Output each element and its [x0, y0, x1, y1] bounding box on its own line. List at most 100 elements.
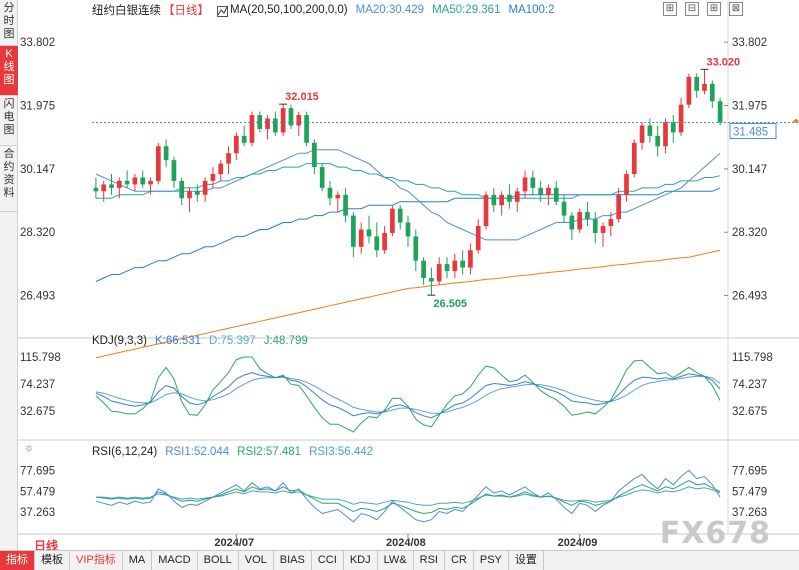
- minimize-icon[interactable]: ⊟: [685, 2, 699, 16]
- rsi2-line: [95, 480, 721, 515]
- tab-k-line-chart[interactable]: K线图: [0, 46, 18, 96]
- tab-lwr[interactable]: LW&: [378, 551, 414, 570]
- candle-body: [647, 125, 653, 136]
- tab-vol[interactable]: VOL: [239, 551, 274, 570]
- tab-macd[interactable]: MACD: [152, 551, 198, 570]
- ma20-value: MA20:30.429: [355, 4, 425, 16]
- kdj-tick-label-left: 115.798: [20, 352, 61, 364]
- rsi3-line: [95, 486, 721, 506]
- candle-body: [514, 191, 520, 202]
- candle-body: [397, 208, 403, 223]
- ma200-line: [95, 249, 721, 359]
- ma-params: MA(20,50,100,200,0,0): [230, 4, 348, 16]
- indicator-tab-bar: 指标 模板 VIP指标 MA MACD BOLL VOL BIAS CCI KD…: [0, 550, 799, 570]
- ma100-line: [95, 187, 721, 282]
- rsi-tick-label-left: 37.263: [20, 507, 55, 519]
- candle-body: [468, 250, 473, 268]
- candle-body: [460, 260, 465, 268]
- price-tick-label: 30.147: [732, 164, 767, 176]
- tab-ma[interactable]: MA: [123, 551, 153, 570]
- candle-body: [429, 278, 434, 282]
- rsi1-line: [95, 469, 721, 523]
- tab-indicator[interactable]: 指标: [0, 551, 35, 570]
- price-tick-label-left: 30.147: [20, 164, 55, 176]
- candle-body: [538, 187, 543, 195]
- candle-body: [546, 187, 551, 195]
- candle-body: [374, 236, 380, 251]
- rsi-tick-label-left: 77.695: [20, 466, 55, 478]
- candle-body: [585, 212, 590, 220]
- tab-cr[interactable]: CR: [445, 551, 474, 570]
- candle-body: [249, 115, 255, 143]
- candle-body: [452, 260, 458, 272]
- candle-body: [608, 219, 614, 226]
- tab-rsi[interactable]: RSI: [414, 551, 445, 570]
- fx678-watermark: FX678: [659, 516, 771, 551]
- candle-body: [202, 180, 208, 195]
- price-tick-label-left: 33.802: [20, 37, 55, 49]
- x-axis-label: 2024/09: [558, 537, 598, 549]
- period-badge[interactable]: 日线: [34, 539, 59, 553]
- tab-contract-info[interactable]: 合约资料: [0, 146, 18, 212]
- ma-config-icon[interactable]: [217, 5, 228, 17]
- candle-body: [444, 264, 450, 272]
- ma50-line: [95, 163, 721, 199]
- candle-body: [210, 174, 216, 181]
- candle-body: [522, 177, 528, 192]
- layout-grid-icon[interactable]: ⊞: [663, 2, 677, 16]
- candle-body: [109, 184, 114, 188]
- candle-body: [483, 194, 489, 226]
- tab-boll[interactable]: BOLL: [198, 551, 239, 570]
- instrument-name: 纽约白银连续: [92, 5, 161, 17]
- candle-body: [257, 115, 263, 129]
- candle-body: [717, 101, 723, 123]
- candle-body: [319, 167, 325, 188]
- candle-body: [475, 226, 481, 251]
- close-icon[interactable]: ⊠: [729, 2, 743, 16]
- candle-body: [499, 194, 504, 206]
- tab-psy[interactable]: PSY: [474, 551, 509, 570]
- tab-vip-indicator[interactable]: VIP指标: [70, 551, 123, 570]
- kdj-tick-label: 115.798: [732, 352, 773, 364]
- candle-body: [624, 174, 629, 195]
- tab-flash-chart[interactable]: 闪电图: [0, 96, 18, 146]
- chart-canvas[interactable]: 33.802 33.802 31.975 31.975 30.147 30.147 28.3…: [18, 0, 799, 550]
- candle-body: [304, 115, 309, 143]
- candle-body: [351, 215, 356, 247]
- candle-body: [616, 194, 622, 220]
- tab-bias[interactable]: BIAS: [274, 551, 312, 570]
- maximize-icon[interactable]: ⊞: [707, 2, 721, 16]
- kdj-tick-label: 74.237: [732, 379, 767, 391]
- kdj-tick-label-left: 32.675: [20, 406, 55, 418]
- tab-settings[interactable]: 设置: [509, 551, 544, 570]
- candle-body: [234, 135, 239, 154]
- candle-body: [577, 212, 582, 230]
- candle-body: [600, 226, 606, 233]
- tab-template[interactable]: 模板: [35, 551, 70, 570]
- kdj-legend: KDJ(9,3,3) K:66.531 D:75.397 J:48.799: [92, 333, 316, 349]
- candle-body: [226, 153, 231, 164]
- rsi-label: RSI(6,12,24): [92, 446, 158, 458]
- candle-body: [678, 104, 684, 133]
- rsi-tick-label: 37.263: [732, 507, 767, 519]
- kdj-j-value: J:48.799: [263, 335, 308, 347]
- tab-time-chart[interactable]: 分时图: [0, 0, 18, 46]
- tab-cci[interactable]: CCI: [312, 551, 344, 570]
- candle-body: [413, 236, 419, 261]
- current-price-label: 31.485: [733, 127, 768, 139]
- tab-kdj[interactable]: KDJ: [344, 551, 378, 570]
- candle-body: [155, 146, 161, 181]
- candle-body: [670, 122, 676, 133]
- rsi-legend: RSI(6,12,24) RSI1:52.044 RSI2:57.481 RSI…: [92, 444, 381, 460]
- candle-body: [709, 83, 715, 102]
- candle-body: [436, 264, 442, 282]
- rsi-tick-label: 77.695: [732, 466, 767, 478]
- candle-body: [140, 177, 146, 185]
- kdj-j-line: [95, 356, 721, 433]
- sun-settings-icon[interactable]: ☼: [24, 442, 35, 454]
- rsi-tick-label-left: 57.479: [20, 486, 55, 498]
- candle-body: [273, 118, 278, 133]
- left-vertical-tabs: 分时图 K线图 闪电图 合约资料: [0, 0, 18, 550]
- period-label[interactable]: 【日线】: [163, 5, 209, 17]
- rsi2-value: RSI2:57.481: [237, 446, 302, 458]
